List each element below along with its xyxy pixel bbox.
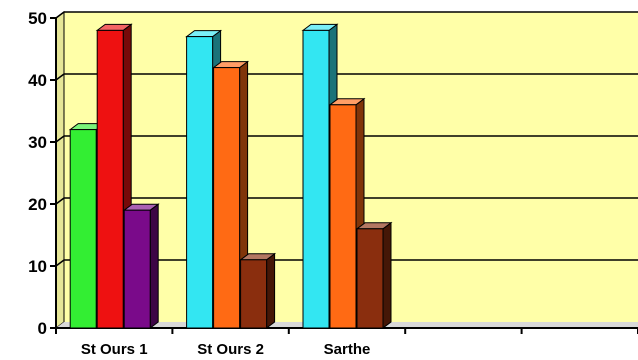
y-tick-label: 30 (28, 133, 47, 152)
axes (50, 17, 638, 334)
bar-side (149, 203, 159, 329)
y-tick-label: 20 (28, 195, 47, 214)
bar-front (186, 36, 214, 329)
gridline (55, 135, 638, 143)
bar-front (123, 209, 151, 329)
y-tick-label: 40 (28, 71, 47, 90)
y-tick-label: 0 (38, 319, 47, 338)
side-wall (55, 11, 65, 329)
x-tick-label: St Ours 2 (197, 341, 264, 358)
y-tick-labels: 0 10 20 30 40 50 (28, 9, 47, 338)
gridline (55, 73, 638, 81)
bar-front (213, 67, 241, 329)
x-tick-label: St Ours 1 (81, 341, 148, 358)
bar-front (329, 104, 357, 329)
y-tick-label: 10 (28, 257, 47, 276)
bar-front (69, 129, 97, 329)
bars (68, 23, 393, 329)
bar-side (382, 221, 392, 329)
y-tick-label: 50 (28, 9, 47, 28)
bar (355, 221, 393, 329)
gridlines (55, 11, 638, 267)
gridline (55, 11, 638, 19)
bar-front (302, 29, 330, 329)
gridline (55, 259, 638, 267)
bar-side (266, 252, 276, 329)
bar-front (356, 228, 384, 329)
x-tick-labels: St Ours 1 St Ours 2 Sarthe (81, 341, 370, 358)
bar-front (240, 259, 268, 329)
bar (122, 203, 160, 329)
bar-front (96, 29, 124, 329)
x-tick-label: Sarthe (324, 341, 371, 358)
gridline (55, 197, 638, 205)
bar (239, 252, 277, 329)
